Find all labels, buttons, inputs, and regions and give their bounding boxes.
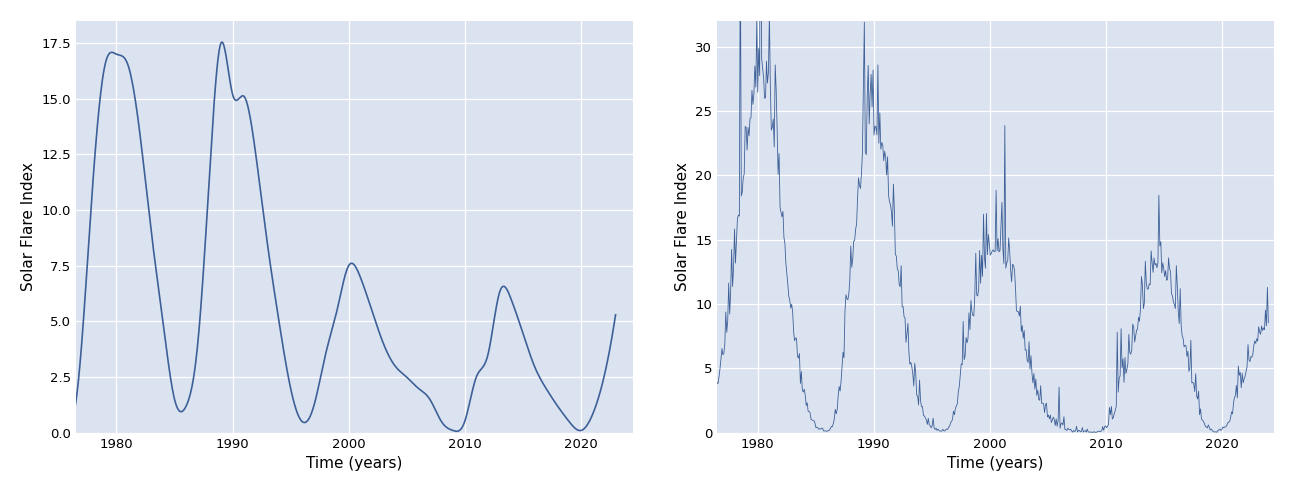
X-axis label: Time (years): Time (years) xyxy=(948,456,1044,471)
Y-axis label: Solar Flare Index: Solar Flare Index xyxy=(21,162,36,291)
X-axis label: Time (years): Time (years) xyxy=(306,456,403,471)
Y-axis label: Solar Flare Index: Solar Flare Index xyxy=(675,162,690,291)
